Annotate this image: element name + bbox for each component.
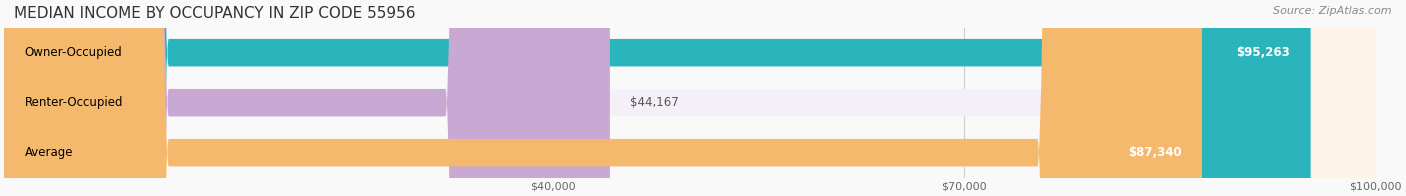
- Text: Average: Average: [25, 146, 73, 159]
- FancyBboxPatch shape: [4, 0, 1310, 196]
- FancyBboxPatch shape: [4, 0, 1375, 196]
- Text: $95,263: $95,263: [1236, 46, 1291, 59]
- FancyBboxPatch shape: [4, 0, 1375, 196]
- Text: MEDIAN INCOME BY OCCUPANCY IN ZIP CODE 55956: MEDIAN INCOME BY OCCUPANCY IN ZIP CODE 5…: [14, 6, 416, 21]
- FancyBboxPatch shape: [4, 0, 1202, 196]
- Text: Renter-Occupied: Renter-Occupied: [25, 96, 124, 109]
- Text: $44,167: $44,167: [630, 96, 679, 109]
- Text: Source: ZipAtlas.com: Source: ZipAtlas.com: [1274, 6, 1392, 16]
- Text: Owner-Occupied: Owner-Occupied: [25, 46, 122, 59]
- Text: $87,340: $87,340: [1128, 146, 1181, 159]
- FancyBboxPatch shape: [4, 0, 1375, 196]
- FancyBboxPatch shape: [4, 0, 610, 196]
